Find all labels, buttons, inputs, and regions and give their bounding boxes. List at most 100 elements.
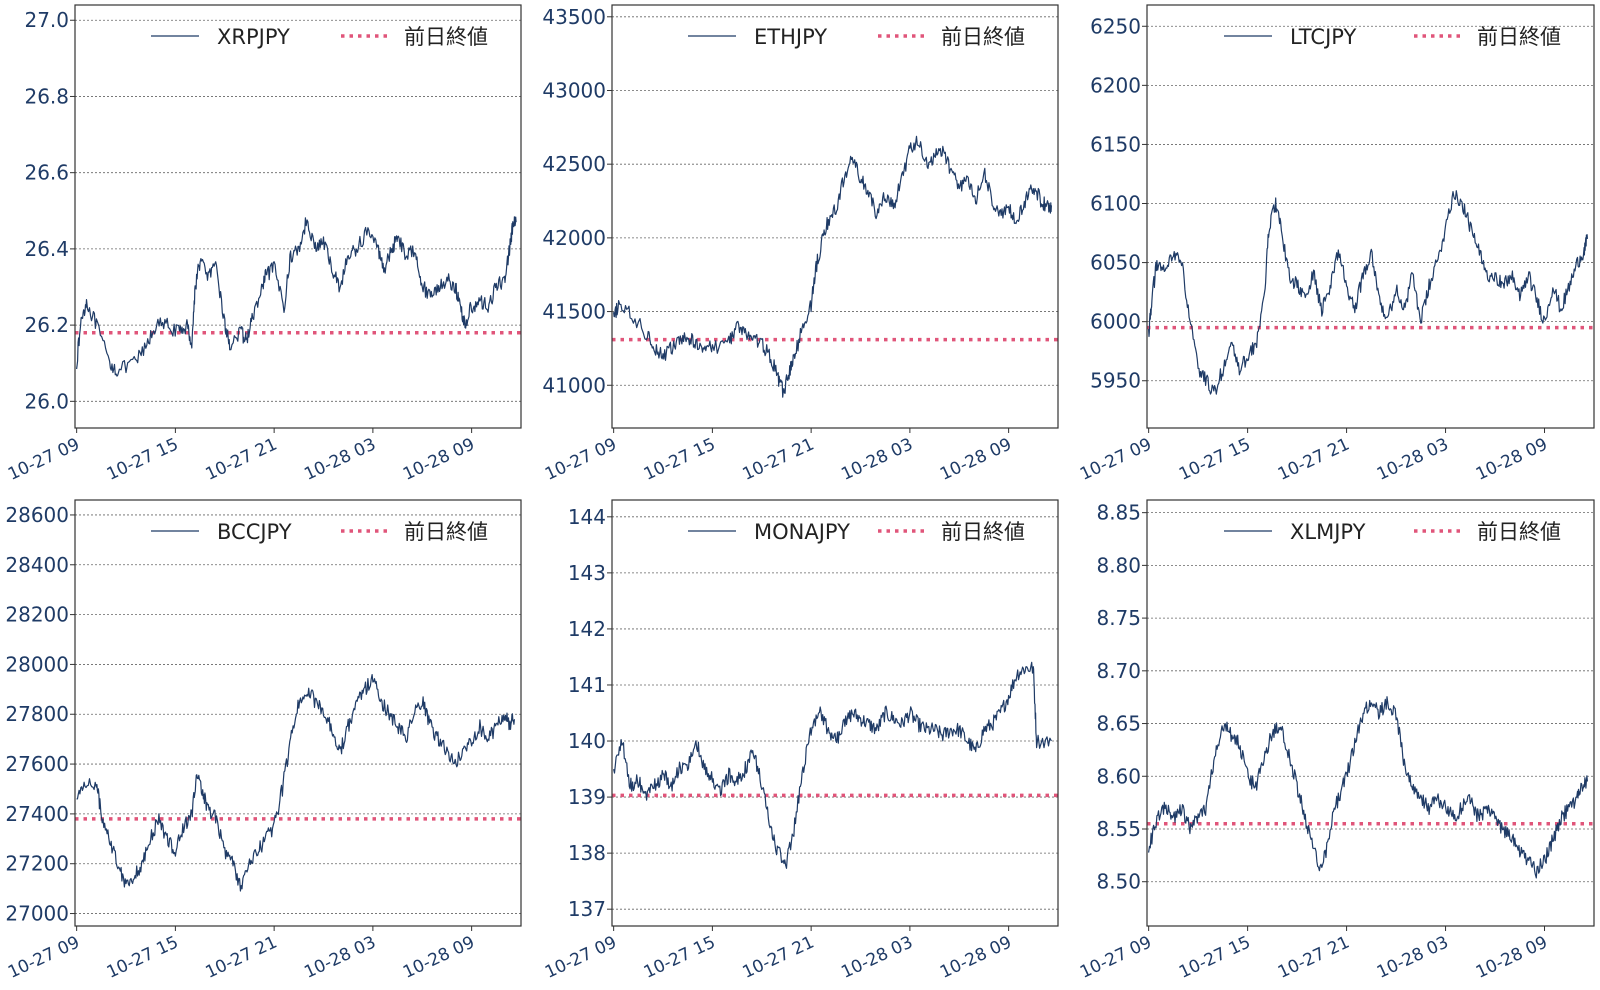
plot-frame [611,499,1059,927]
chart-panel-monajpy: 137 138 139 140 141 142 143 144 10-27 09 10-27 15… [542,499,1059,983]
y-tick-label: 138 [568,841,606,865]
y-tick-label: 8.80 [1096,553,1141,577]
x-tick-label: 10-27 09 [5,932,83,982]
legend: MONAJPY 前日終値 [688,520,1025,544]
y-tick-label: 41000 [542,373,606,397]
x-tick-label: 10-28 03 [838,932,916,982]
y-tick-label: 43000 [542,78,606,102]
price-series-line [613,135,1052,398]
x-tick-label: 10-27 21 [740,932,818,982]
x-tick-label: 10-27 15 [104,932,182,982]
y-tick-label: 8.65 [1096,712,1141,736]
x-tick-label: 10-27 21 [740,434,818,484]
price-series-line [1148,696,1588,879]
x-tick-label: 10-28 09 [937,932,1015,982]
legend-prev-close-label: 前日終値 [1477,25,1561,49]
x-tick-label: 10-27 21 [203,932,281,982]
y-tick-label: 6000 [1090,310,1141,334]
y-tick-label: 5950 [1090,369,1141,393]
legend-prev-close-label: 前日終値 [941,520,1025,544]
plot-frame [611,4,1059,429]
x-tick-label: 10-27 15 [641,932,719,982]
y-tick-label: 26.2 [24,313,69,337]
x-tick-label: 10-28 03 [1374,932,1452,982]
y-tick-label: 8.55 [1096,817,1141,841]
x-tick-label: 10-27 15 [1176,434,1254,484]
legend-symbol: XLMJPY [1290,520,1366,544]
y-tick-label: 140 [568,729,606,753]
y-tick-label: 6250 [1090,14,1141,38]
y-tick-label: 27400 [5,802,69,826]
y-tick-label: 8.75 [1096,606,1141,630]
y-tick-label: 26.0 [24,389,69,413]
y-tick-label: 43500 [542,5,606,29]
x-tick-label: 10-27 09 [1077,932,1155,982]
x-tick-label: 10-28 09 [1473,434,1551,484]
x-tick-label: 10-28 03 [1374,434,1452,484]
x-tick-label: 10-27 09 [5,434,83,484]
x-tick-label: 10-27 15 [104,434,182,484]
y-tick-label: 27200 [5,852,69,876]
price-series-line [613,661,1052,869]
chart-panel-xrpjpy: 26.0 26.2 26.4 26.6 26.8 27.0 10-27 09 10-27 15… [5,4,522,485]
y-tick-label: 26.4 [24,237,69,261]
x-tick-label: 10-28 09 [937,434,1015,484]
price-series-line [1148,190,1588,395]
plot-frame [74,4,522,429]
legend-prev-close-label: 前日終値 [1477,520,1561,544]
x-tick-label: 10-27 15 [641,434,719,484]
y-tick-label: 27600 [5,752,69,776]
y-tick-label: 6100 [1090,192,1141,216]
y-tick-label: 6200 [1090,73,1141,97]
x-tick-label: 10-28 09 [400,932,478,982]
y-tick-label: 27800 [5,702,69,726]
y-tick-label: 6150 [1090,132,1141,156]
x-tick-label: 10-28 03 [301,932,379,982]
y-tick-label: 8.85 [1096,501,1141,525]
chart-panel-ltcjpy: 5950 6000 6050 6100 6150 6200 6250 10-27 09 10-2… [1077,4,1595,485]
legend-symbol: ETHJPY [754,25,827,49]
legend-symbol: MONAJPY [754,520,850,544]
y-tick-label: 137 [568,897,606,921]
y-tick-label: 142 [568,617,606,641]
x-tick-label: 10-27 15 [1176,932,1254,982]
chart-panel-xlmjpy: 8.50 8.55 8.60 8.65 8.70 8.75 8.80 8.85 10-27 09… [1077,499,1595,983]
y-tick-label: 139 [568,785,606,809]
legend: BCCJPY 前日終値 [151,520,488,544]
y-tick-label: 8.70 [1096,659,1141,683]
y-tick-label: 144 [568,505,606,529]
y-tick-label: 8.50 [1096,870,1141,894]
chart-panel-ethjpy: 41000 41500 42000 42500 43000 43500 10-27 09 10… [542,4,1059,485]
y-tick-label: 28400 [5,553,69,577]
legend: XRPJPY 前日終値 [151,25,488,49]
legend: ETHJPY 前日終値 [688,25,1025,49]
y-tick-label: 8.60 [1096,764,1141,788]
legend-prev-close-label: 前日終値 [404,520,488,544]
price-series-line [76,216,517,377]
x-tick-label: 10-28 03 [838,434,916,484]
x-tick-label: 10-27 09 [1077,434,1155,484]
x-tick-label: 10-27 21 [203,434,281,484]
x-tick-label: 10-27 21 [1275,434,1353,484]
price-series-line [76,674,515,892]
plot-frame [74,499,522,927]
y-tick-label: 6050 [1090,251,1141,275]
x-tick-label: 10-28 03 [301,434,379,484]
legend-symbol: XRPJPY [217,25,290,49]
plot-frame [1146,499,1595,927]
y-tick-label: 143 [568,561,606,585]
x-tick-label: 10-27 09 [542,932,620,982]
legend-prev-close-label: 前日終値 [404,25,488,49]
y-tick-label: 42500 [542,152,606,176]
y-tick-label: 28600 [5,503,69,527]
legend: XLMJPY 前日終値 [1224,520,1561,544]
legend-symbol: BCCJPY [217,520,292,544]
y-tick-label: 26.6 [24,161,69,185]
legend: LTCJPY 前日終値 [1224,25,1561,49]
legend-prev-close-label: 前日終値 [941,25,1025,49]
x-tick-label: 10-28 09 [400,434,478,484]
x-tick-label: 10-27 09 [542,434,620,484]
y-tick-label: 42000 [542,226,606,250]
y-tick-label: 141 [568,673,606,697]
